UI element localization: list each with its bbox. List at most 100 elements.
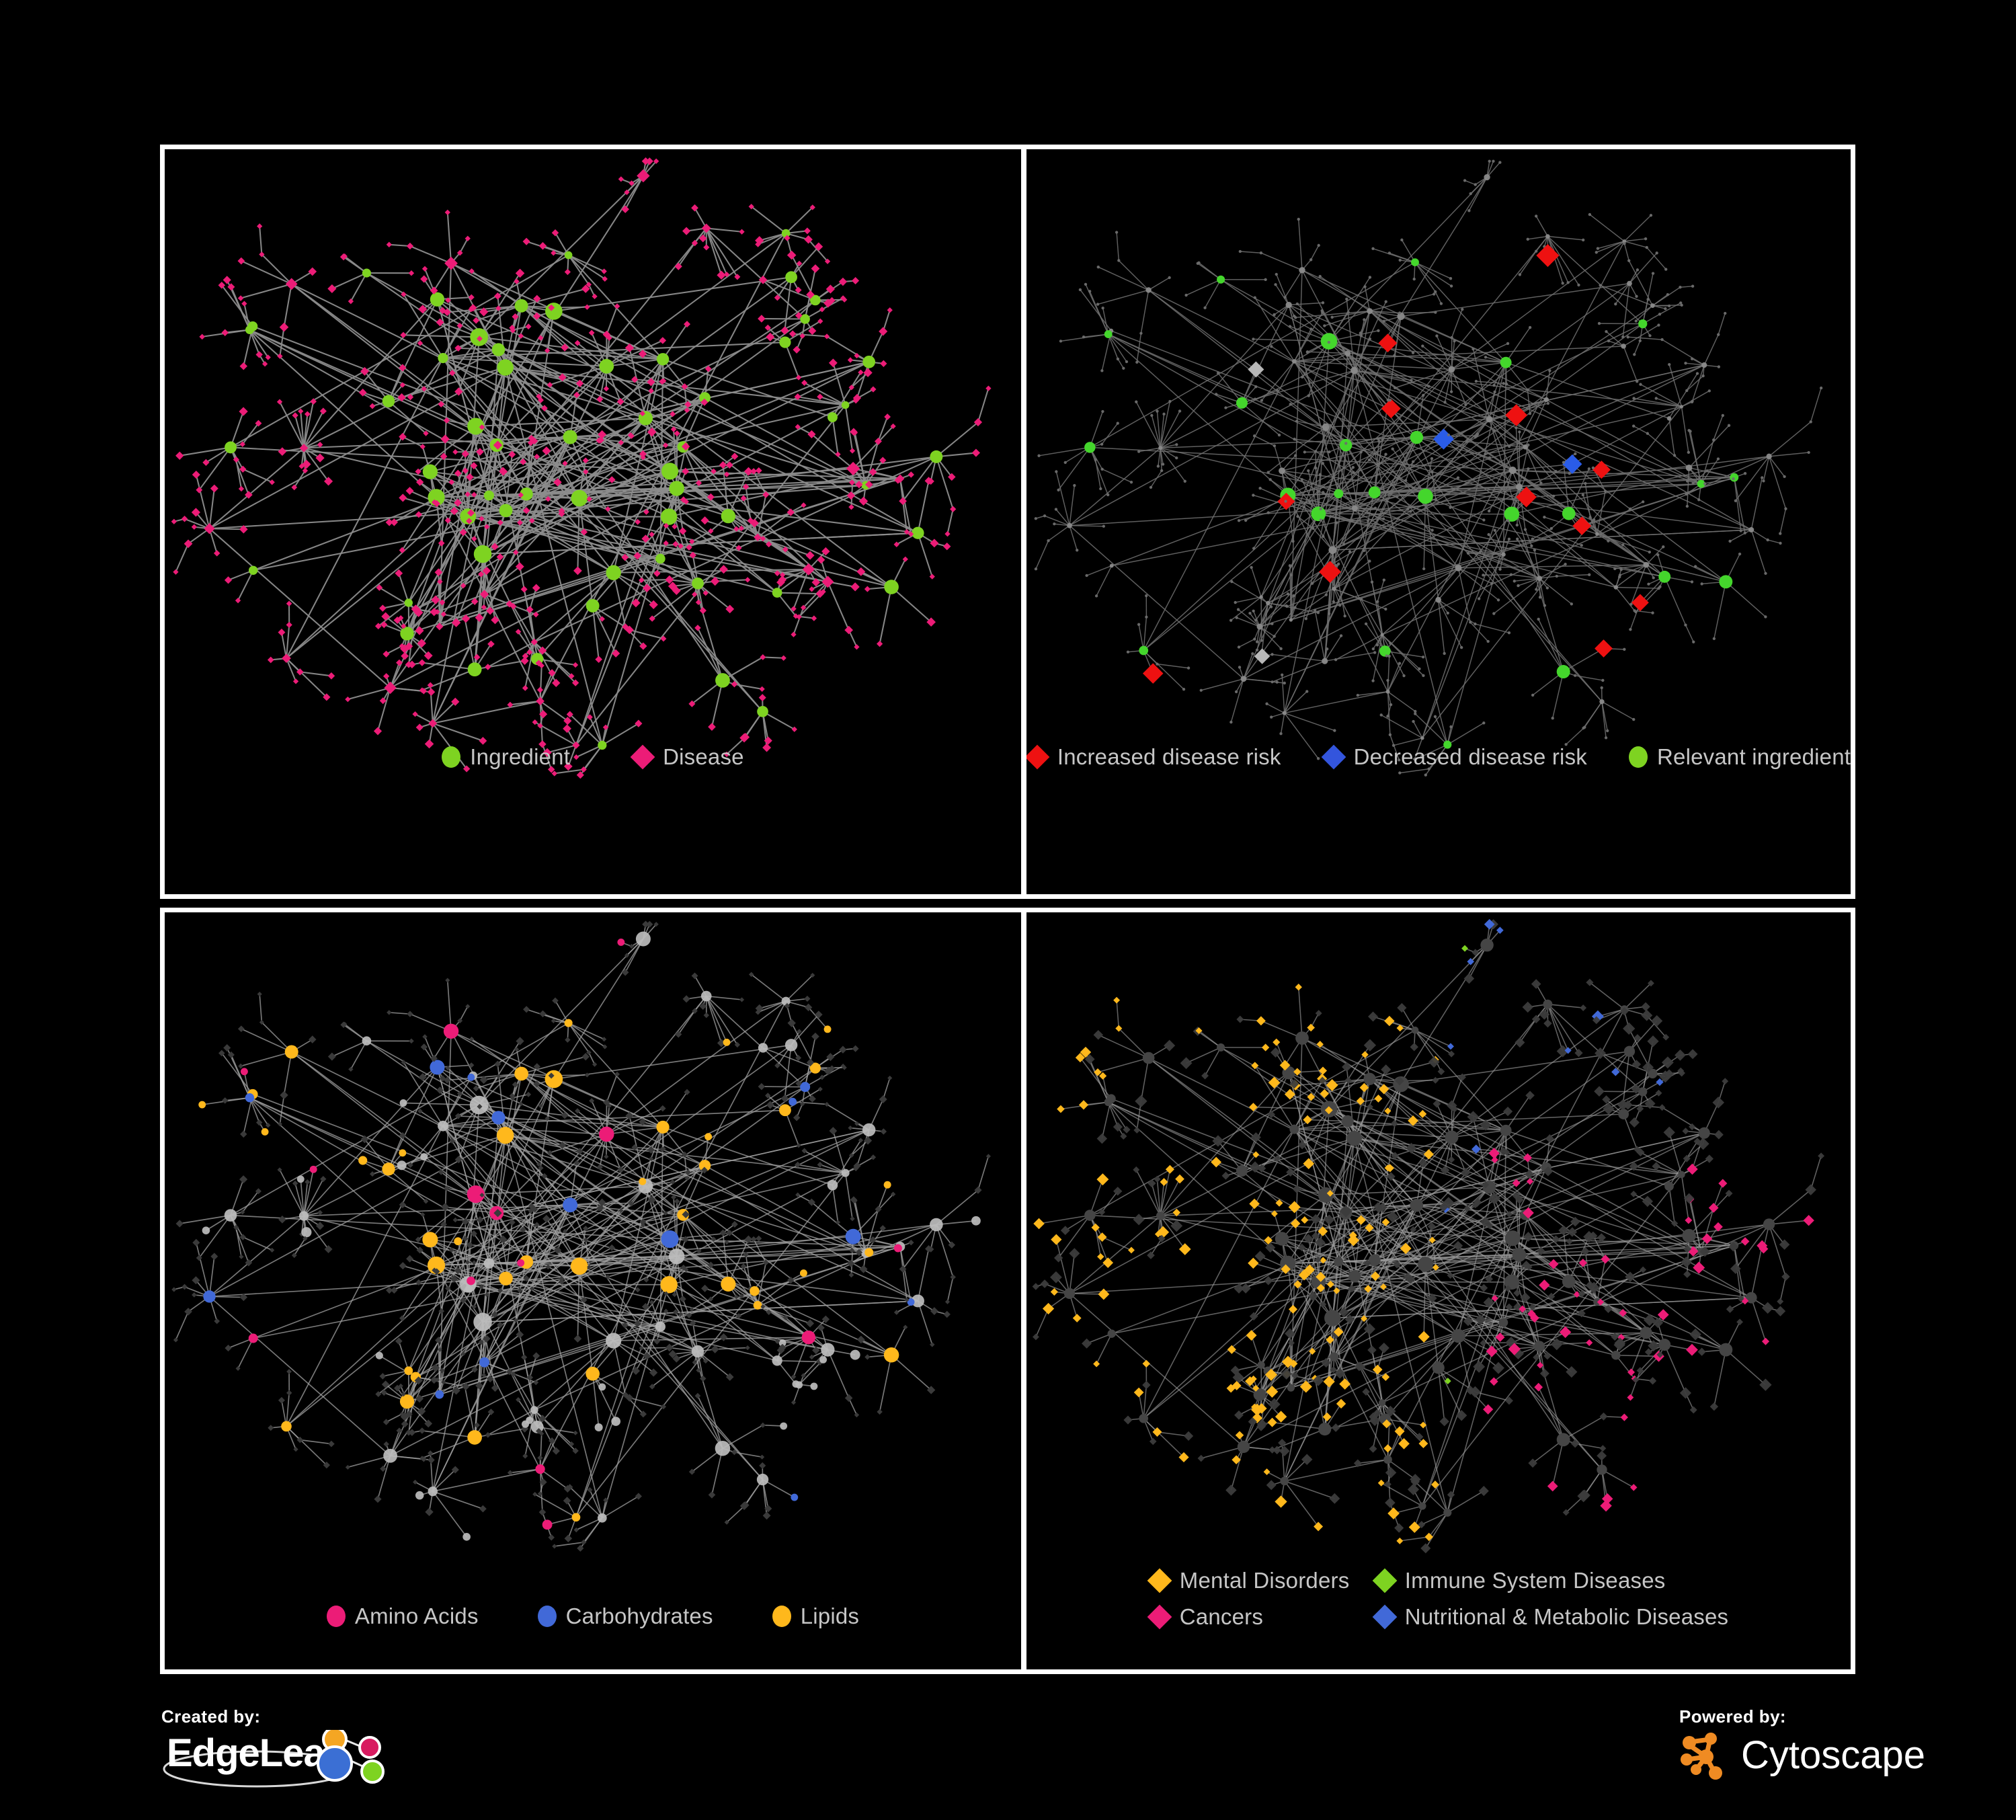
graph-node[interactable] xyxy=(468,306,475,313)
graph-node[interactable] xyxy=(1043,514,1047,518)
graph-node[interactable] xyxy=(408,1429,416,1436)
graph-node[interactable] xyxy=(1305,690,1309,693)
graph-node[interactable] xyxy=(1647,980,1654,987)
graph-node[interactable] xyxy=(1644,1348,1653,1356)
graph-node[interactable] xyxy=(534,453,540,460)
graph-node[interactable] xyxy=(1040,1279,1049,1288)
graph-node[interactable] xyxy=(1551,494,1556,498)
graph-node[interactable] xyxy=(1396,1537,1404,1544)
graph-node[interactable] xyxy=(1512,1347,1525,1359)
graph-node[interactable] xyxy=(454,1267,462,1275)
graph-node[interactable] xyxy=(784,1039,798,1052)
graph-node[interactable] xyxy=(1387,251,1392,255)
graph-node[interactable] xyxy=(1570,1439,1580,1448)
graph-node[interactable] xyxy=(1293,454,1297,457)
graph-node[interactable] xyxy=(795,374,802,381)
graph-node[interactable] xyxy=(1430,471,1434,474)
graph-node[interactable] xyxy=(460,1296,467,1304)
graph-node[interactable] xyxy=(428,489,445,506)
graph-node[interactable] xyxy=(479,1192,485,1198)
graph-node[interactable] xyxy=(1310,582,1314,585)
graph-node[interactable] xyxy=(276,399,283,405)
graph-node[interactable] xyxy=(1577,1309,1586,1318)
graph-node[interactable] xyxy=(899,497,907,506)
graph-node[interactable] xyxy=(1381,1218,1390,1226)
graph-node[interactable] xyxy=(1113,996,1121,1004)
graph-node[interactable] xyxy=(835,451,841,457)
graph-node[interactable] xyxy=(1292,1185,1301,1193)
graph-node[interactable] xyxy=(1251,1403,1258,1411)
graph-node[interactable] xyxy=(381,612,390,621)
graph-node[interactable] xyxy=(1775,1306,1786,1316)
graph-node[interactable] xyxy=(1275,1495,1287,1508)
graph-node[interactable] xyxy=(1245,1376,1255,1386)
graph-node[interactable] xyxy=(864,1248,874,1257)
graph-node[interactable] xyxy=(1318,1226,1328,1236)
graph-node[interactable] xyxy=(614,1071,620,1077)
graph-node[interactable] xyxy=(541,405,548,411)
graph-node[interactable] xyxy=(255,420,262,427)
graph-node[interactable] xyxy=(1697,498,1701,502)
graph-node[interactable] xyxy=(430,607,438,617)
graph-node[interactable] xyxy=(695,479,702,487)
graph-node[interactable] xyxy=(1345,297,1348,301)
graph-node[interactable] xyxy=(1461,307,1464,311)
graph-node[interactable] xyxy=(1701,1233,1713,1244)
graph-node[interactable] xyxy=(1158,446,1163,450)
graph-node[interactable] xyxy=(672,524,678,530)
graph-node[interactable] xyxy=(173,1337,179,1343)
graph-node[interactable] xyxy=(1732,477,1735,481)
graph-node[interactable] xyxy=(439,1075,446,1082)
graph-node[interactable] xyxy=(1292,594,1295,598)
graph-node[interactable] xyxy=(1695,372,1699,375)
graph-node[interactable] xyxy=(1097,1232,1107,1242)
graph-node[interactable] xyxy=(1455,1410,1467,1421)
graph-node[interactable] xyxy=(1363,1323,1375,1335)
graph-node[interactable] xyxy=(1263,1468,1271,1476)
graph-node[interactable] xyxy=(1252,1151,1260,1158)
graph-node[interactable] xyxy=(348,1066,354,1072)
graph-node[interactable] xyxy=(808,327,817,335)
graph-node[interactable] xyxy=(374,1495,382,1503)
graph-node[interactable] xyxy=(649,531,655,538)
graph-node[interactable] xyxy=(1330,1366,1337,1374)
graph-node[interactable] xyxy=(257,992,262,997)
graph-node[interactable] xyxy=(327,1052,336,1061)
graph-node[interactable] xyxy=(1473,1199,1481,1208)
graph-node[interactable] xyxy=(1273,1038,1281,1046)
graph-node[interactable] xyxy=(1595,639,1613,658)
graph-node[interactable] xyxy=(1170,1220,1183,1232)
graph-node[interactable] xyxy=(358,388,367,397)
graph-node[interactable] xyxy=(1369,1415,1381,1427)
graph-node[interactable] xyxy=(1664,307,1667,311)
graph-node[interactable] xyxy=(864,480,873,489)
graph-node[interactable] xyxy=(893,1310,899,1315)
graph-node[interactable] xyxy=(760,1304,766,1309)
graph-node[interactable] xyxy=(1488,456,1492,459)
graph-node[interactable] xyxy=(1487,532,1490,537)
graph-node[interactable] xyxy=(514,299,528,313)
graph-node[interactable] xyxy=(1296,514,1299,518)
graph-node[interactable] xyxy=(476,1216,484,1224)
graph-node[interactable] xyxy=(625,1394,634,1402)
graph-node[interactable] xyxy=(1271,680,1274,684)
graph-node[interactable] xyxy=(1063,1288,1076,1300)
graph-node[interactable] xyxy=(1334,1257,1344,1267)
legend-item[interactable]: Relevant ingredient xyxy=(1628,744,1851,770)
graph-node[interactable] xyxy=(1379,713,1383,717)
graph-node[interactable] xyxy=(421,266,428,272)
graph-node[interactable] xyxy=(672,1309,679,1315)
graph-node[interactable] xyxy=(1566,1238,1573,1245)
graph-node[interactable] xyxy=(877,1409,883,1415)
graph-node[interactable] xyxy=(563,724,571,734)
graph-node[interactable] xyxy=(1059,340,1063,343)
graph-node[interactable] xyxy=(1691,481,1695,485)
graph-node[interactable] xyxy=(196,486,203,493)
graph-node[interactable] xyxy=(1648,1340,1660,1352)
graph-node[interactable] xyxy=(686,544,692,551)
graph-node[interactable] xyxy=(583,1225,589,1232)
network-graph-ingredient-class[interactable] xyxy=(165,912,1021,1669)
graph-node[interactable] xyxy=(574,340,581,346)
graph-node[interactable] xyxy=(702,1358,709,1364)
graph-node[interactable] xyxy=(1614,302,1617,306)
